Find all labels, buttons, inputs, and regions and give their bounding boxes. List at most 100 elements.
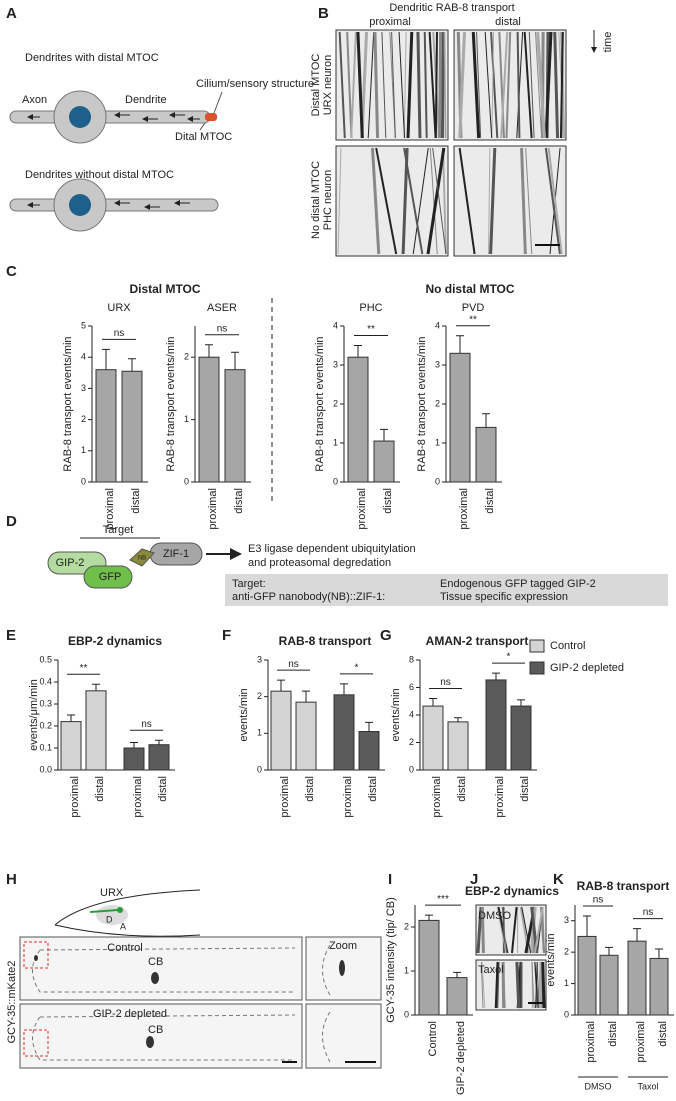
table-cell: Endogenous GFP tagged GIP-2 <box>440 578 596 590</box>
kymo-track <box>429 147 438 255</box>
kymo-track <box>531 961 535 1009</box>
x-tick-label: distal <box>607 1021 619 1047</box>
diagram-label: Dital MTOC <box>175 131 232 143</box>
bar <box>422 705 444 771</box>
kymo-track <box>553 31 560 139</box>
kymo-track <box>481 961 486 1009</box>
panel-title: Dendritic RAB-8 transport <box>389 2 514 14</box>
error-bar <box>482 413 490 428</box>
y-tick-label: 5 <box>81 320 86 330</box>
chart-title: RAB-8 transport <box>279 634 372 648</box>
y-tick-label: 0 <box>564 1009 569 1019</box>
x-tick-label: distal <box>130 488 142 514</box>
significance-label: * <box>355 662 359 673</box>
kymo-track <box>534 961 539 1009</box>
diagram-label: Axon <box>22 94 47 106</box>
kymo-track <box>458 31 467 139</box>
kymo-track <box>547 147 563 255</box>
bar <box>510 705 532 771</box>
kymo-track <box>498 31 506 139</box>
kymo-track <box>521 906 532 954</box>
error-bar <box>429 698 437 707</box>
kymo-track <box>434 31 438 139</box>
error-bar <box>365 721 373 732</box>
y-axis-label: events/min <box>238 688 250 741</box>
x-tick-label: distal <box>304 776 316 802</box>
y-tick-label: 1 <box>333 437 338 447</box>
y-tick-label: 8 <box>409 654 414 664</box>
panel-label: K <box>553 871 564 888</box>
zoom-box <box>23 941 49 1057</box>
y-tick-label: 2 <box>81 414 86 424</box>
kymo-track <box>432 147 447 255</box>
kymo-track <box>515 961 521 1009</box>
bar <box>270 690 292 771</box>
y-tick-label: 3 <box>333 359 338 369</box>
kymo-track <box>375 147 398 255</box>
x-tick-label: distal <box>367 776 379 802</box>
x-tick-label: proximal <box>458 488 470 530</box>
kymo-track <box>458 147 476 255</box>
y-tick-label: 1 <box>404 965 409 975</box>
y-axis-label: events/μm/min <box>28 679 40 751</box>
kymo-track <box>444 31 447 139</box>
bar <box>485 679 507 771</box>
y-tick-label: 4 <box>409 709 414 719</box>
gfp-shape <box>83 565 133 589</box>
x-tick-label: distal <box>456 776 468 802</box>
error-bar <box>456 335 464 354</box>
y-axis-label: events/min <box>545 933 557 986</box>
y-tick-label: 0.2 <box>39 720 52 730</box>
group-title: Distal MTOC <box>129 282 200 296</box>
kymo-track <box>428 31 437 139</box>
image-label: A <box>120 921 126 931</box>
row-label: Distal MTOC <box>310 54 322 117</box>
bar <box>347 356 369 483</box>
image-label: Zoom <box>329 940 357 952</box>
x-tick-label: distal <box>94 776 106 802</box>
y-tick-label: 3 <box>435 359 440 369</box>
y-tick-label: 0 <box>404 1009 409 1019</box>
kymograph <box>475 959 547 1011</box>
significance-label: ns <box>593 895 604 906</box>
error-bar <box>155 739 163 745</box>
y-tick-label: 1 <box>435 437 440 447</box>
diagram-text: E3 ligase dependent ubiquitylation <box>248 543 416 555</box>
y-tick-label: 1 <box>257 728 262 738</box>
kymo-track <box>516 31 524 139</box>
bar <box>373 440 395 483</box>
panel-label: F <box>222 627 231 644</box>
panel-label: H <box>6 871 17 888</box>
x-tick-label: GIP-2 depleted <box>455 1021 467 1095</box>
kymo-track <box>416 31 422 139</box>
kymo-track <box>511 906 518 954</box>
chart-title: PHC <box>359 302 382 314</box>
kymo-track <box>480 961 484 1009</box>
y-tick-label: 0 <box>333 476 338 486</box>
y-tick-label: 6 <box>409 682 414 692</box>
chart-title: ASER <box>207 302 237 314</box>
x-tick-label: Control <box>427 1021 439 1056</box>
kymo-track <box>438 31 443 139</box>
kymo-track <box>381 31 387 139</box>
kymo-track <box>443 31 446 139</box>
legend-swatch <box>529 661 545 675</box>
error-bar <box>492 672 500 680</box>
panel-label: I <box>388 871 392 888</box>
kymo-track <box>541 961 546 1009</box>
y-tick-label: 0 <box>184 476 189 486</box>
bar <box>95 369 117 483</box>
row-label: PHC neuron <box>322 170 334 231</box>
y-tick-label: 3 <box>81 383 86 393</box>
x-tick-label: distal <box>519 776 531 802</box>
chart-title: RAB-8 transport <box>577 879 670 893</box>
y-tick-label: 2 <box>404 921 409 931</box>
significance-label: ns <box>141 719 152 730</box>
significance-label: ns <box>114 328 125 339</box>
chart-title: URX <box>107 302 131 314</box>
kymo-track <box>423 31 428 139</box>
panel-label: D <box>6 513 17 530</box>
error-bar <box>354 345 362 358</box>
y-tick-label: 2 <box>333 398 338 408</box>
y-tick-label: 0 <box>257 764 262 774</box>
